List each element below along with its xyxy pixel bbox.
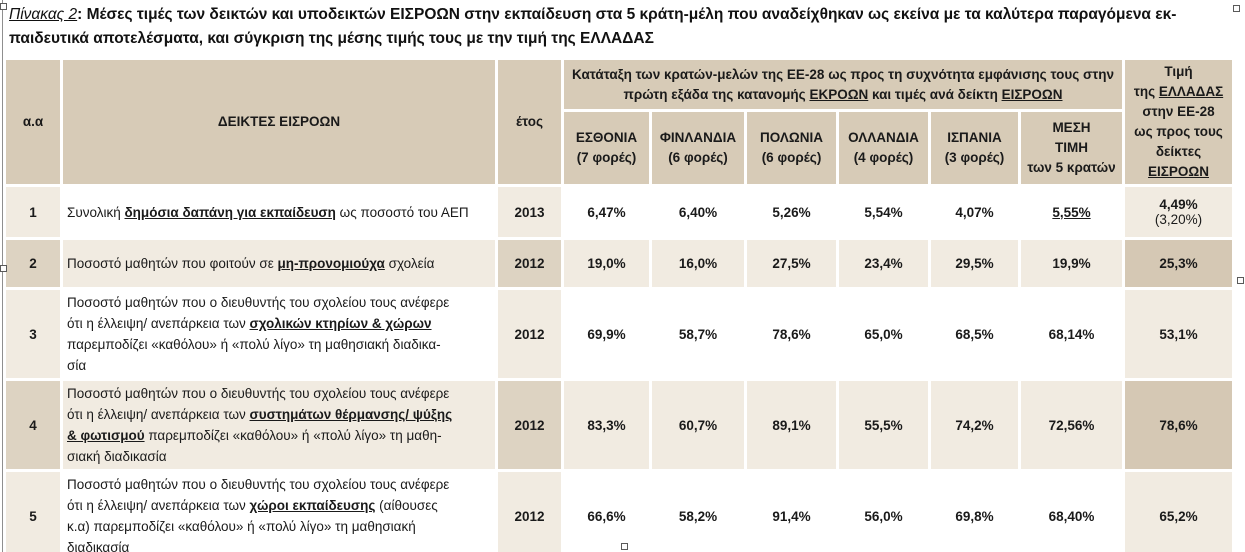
col-header-ranking: Κατάταξη των κρατών-μελών της ΕΕ-28 ως π…: [564, 60, 1122, 110]
value-cell-finland: 58,2%: [652, 472, 744, 552]
greece-cell: 25,3%: [1125, 240, 1232, 287]
value-cell-netherlands: 55,5%: [839, 381, 928, 469]
year-cell: 2013: [498, 187, 561, 237]
col-header-poland: ΠΟΛΩΝΙΑ (6 φορές): [747, 112, 836, 184]
selection-handle-top-right[interactable]: [1233, 5, 1240, 12]
col-header-year: έτος: [498, 60, 561, 184]
value-cell-netherlands: 65,0%: [839, 290, 928, 378]
year-cell: 2012: [498, 472, 561, 552]
value-cell-finland: 16,0%: [652, 240, 744, 287]
col-header-indicators: ΔΕΙΚΤΕΣ ΕΙΣΡΟΩΝ: [63, 60, 495, 184]
indicators-table: α.α ΔΕΙΚΤΕΣ ΕΙΣΡΟΩΝ έτος Κατάταξη των κρ…: [3, 57, 1235, 552]
table-row: 5 Ποσοστό μαθητών που ο διευθυντής του σ…: [6, 472, 1232, 552]
mean-cell: 68,14%: [1021, 290, 1122, 378]
row-number: 4: [6, 381, 60, 469]
value-cell-estonia: 69,9%: [564, 290, 649, 378]
value-cell-spain: 68,5%: [931, 290, 1018, 378]
greece-cell: 53,1%: [1125, 290, 1232, 378]
value-cell-spain: 74,2%: [931, 381, 1018, 469]
mean-cell: 68,40%: [1021, 472, 1122, 552]
value-cell-poland: 89,1%: [747, 381, 836, 469]
row-number: 2: [6, 240, 60, 287]
value-cell-poland: 91,4%: [747, 472, 836, 552]
value-cell-poland: 27,5%: [747, 240, 836, 287]
value-cell-estonia: 83,3%: [564, 381, 649, 469]
row-number: 3: [6, 290, 60, 378]
year-cell: 2012: [498, 290, 561, 378]
value-cell-finland: 60,7%: [652, 381, 744, 469]
table-row: 4 Ποσοστό μαθητών που ο διευθυντής του σ…: [6, 381, 1232, 469]
col-header-greece: Τιμή της ΕΛΛΑΔΑΣ στην ΕΕ-28 ως προς τους…: [1125, 60, 1232, 184]
value-cell-spain: 29,5%: [931, 240, 1018, 287]
indicator-cell: Ποσοστό μαθητών που ο διευθυντής του σχο…: [63, 472, 495, 552]
selection-handle-mid-right[interactable]: [1237, 277, 1244, 284]
indicator-cell: Ποσοστό μαθητών που φοιτούν σε μη-προνομ…: [63, 240, 495, 287]
value-cell-estonia: 6,47%: [564, 187, 649, 237]
col-header-netherlands: ΟΛΛΑΝΔΙΑ (4 φορές): [839, 112, 928, 184]
value-cell-poland: 5,26%: [747, 187, 836, 237]
value-cell-finland: 58,7%: [652, 290, 744, 378]
selection-handle-bottom-center[interactable]: [621, 543, 628, 550]
year-cell: 2012: [498, 381, 561, 469]
col-header-estonia: ΕΣΘΟΝΙΑ (7 φορές): [564, 112, 649, 184]
col-header-aa: α.α: [6, 60, 60, 184]
table-caption: Πίνακας 2: Μέσες τιμές των δεικτών και υ…: [9, 6, 1177, 47]
value-cell-spain: 69,8%: [931, 472, 1018, 552]
mean-cell: 5,55%: [1021, 187, 1122, 237]
greece-cell: 65,2%: [1125, 472, 1232, 552]
greece-cell: 78,6%: [1125, 381, 1232, 469]
value-cell-netherlands: 56,0%: [839, 472, 928, 552]
indicator-cell: Συνολική δημόσια δαπάνη για εκπαίδευση ω…: [63, 187, 495, 237]
mean-cell: 19,9%: [1021, 240, 1122, 287]
value-cell-netherlands: 5,54%: [839, 187, 928, 237]
col-header-spain: ΙΣΠΑΝΙΑ (3 φορές): [931, 112, 1018, 184]
row-number: 1: [6, 187, 60, 237]
value-cell-estonia: 66,6%: [564, 472, 649, 552]
table-row: 2 Ποσοστό μαθητών που φοιτούν σε μη-προν…: [6, 240, 1232, 287]
value-cell-netherlands: 23,4%: [839, 240, 928, 287]
selection-handle-top-left[interactable]: [0, 3, 7, 10]
row-number: 5: [6, 472, 60, 552]
indicator-cell: Ποσοστό μαθητών που ο διευθυντής του σχο…: [63, 381, 495, 469]
mean-cell: 72,56%: [1021, 381, 1122, 469]
value-cell-finland: 6,40%: [652, 187, 744, 237]
value-cell-spain: 4,07%: [931, 187, 1018, 237]
year-cell: 2012: [498, 240, 561, 287]
col-header-mean: ΜΕΣΗ ΤΙΜΗ των 5 κρατών: [1021, 112, 1122, 184]
table-row: 1 Συνολική δημόσια δαπάνη για εκπαίδευση…: [6, 187, 1232, 237]
greece-cell: 4,49% (3,20%): [1125, 187, 1232, 237]
selection-handle-mid-left[interactable]: [0, 265, 7, 272]
indicator-cell: Ποσοστό μαθητών που ο διευθυντής του σχο…: [63, 290, 495, 378]
table-row: 3 Ποσοστό μαθητών που ο διευθυντής του σ…: [6, 290, 1232, 378]
value-cell-estonia: 19,0%: [564, 240, 649, 287]
page-edge-line: [2, 0, 3, 552]
col-header-finland: ΦΙΝΛΑΝΔΙΑ (6 φορές): [652, 112, 744, 184]
value-cell-poland: 78,6%: [747, 290, 836, 378]
